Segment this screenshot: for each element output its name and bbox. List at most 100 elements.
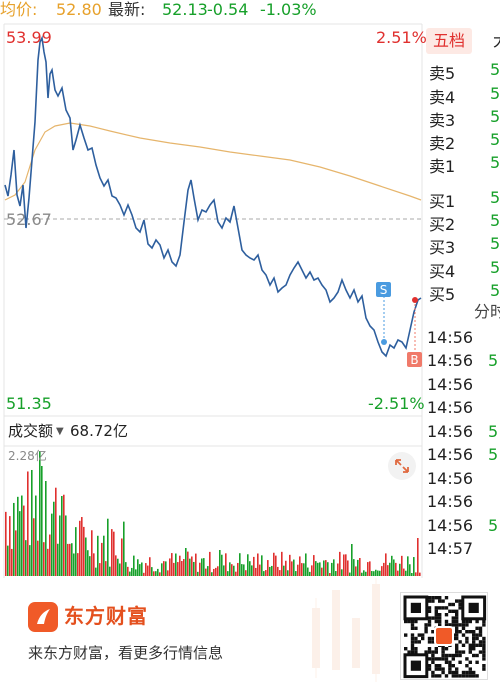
- volume-bar: [131, 567, 133, 576]
- volume-bar: [259, 564, 261, 576]
- tick-value-8: 5: [488, 516, 499, 535]
- volume-bar: [233, 565, 235, 576]
- pct-low-label: -2.51%: [368, 394, 425, 413]
- volume-bar: [237, 562, 239, 576]
- volume-bar: [331, 562, 333, 576]
- volume-bar: [57, 543, 59, 576]
- volume-bar: [47, 548, 49, 576]
- volume-bar: [337, 563, 339, 576]
- volume-bar: [257, 553, 259, 576]
- volume-bar: [153, 571, 155, 576]
- volume-bar: [303, 563, 305, 576]
- volume-bar: [359, 558, 361, 576]
- volume-bar: [147, 565, 149, 576]
- volume-bar: [401, 555, 403, 576]
- tab-big-orders[interactable]: 大: [486, 28, 500, 54]
- volume-bar: [225, 553, 227, 576]
- expand-chart-button[interactable]: [388, 452, 416, 480]
- volume-bar: [87, 550, 89, 576]
- prev-close-label: 52.67: [6, 210, 52, 229]
- tick-time-3: 14:56: [427, 398, 474, 417]
- tick-value-5: 5: [488, 445, 499, 464]
- volume-bar: [199, 562, 201, 576]
- volume-bar: [291, 561, 293, 576]
- volume-dropdown-icon[interactable]: ▼: [56, 426, 64, 437]
- volume-bar: [263, 571, 265, 576]
- volume-bar: [95, 567, 97, 576]
- volume-bar: [163, 561, 165, 576]
- volume-bar: [129, 571, 131, 576]
- sell-marker-badge: [376, 282, 391, 297]
- volume-bar: [145, 563, 147, 576]
- volume-bar: [49, 534, 51, 576]
- order-book-value-9: 5: [490, 281, 500, 300]
- volume-label[interactable]: 成交额: [8, 422, 54, 440]
- volume-bar: [265, 570, 267, 576]
- volume-bar: [251, 565, 253, 576]
- volume-bar: [105, 561, 107, 576]
- volume-bar: [139, 564, 141, 576]
- volume-bar: [53, 501, 55, 576]
- volume-bar: [119, 563, 121, 576]
- tick-value-4: 5: [488, 422, 499, 441]
- volume-bar: [269, 566, 271, 576]
- volume-bar: [67, 543, 69, 576]
- tick-time-7: 14:56: [427, 492, 474, 511]
- volume-bar: [15, 530, 17, 576]
- volume-bar: [353, 559, 355, 576]
- volume-bar: [369, 561, 371, 576]
- volume-bar: [125, 562, 127, 576]
- volume-bar: [301, 563, 303, 576]
- volume-bar: [347, 560, 349, 576]
- ticks-header[interactable]: 分时: [474, 302, 500, 321]
- volume-bar: [413, 557, 415, 576]
- volume-bar: [355, 566, 357, 576]
- volume-bar: [345, 554, 347, 576]
- volume-bar: [223, 565, 225, 576]
- volume-bar: [183, 559, 185, 576]
- tick-value-1: 5: [488, 351, 499, 370]
- price-low-label: 51.35: [6, 394, 52, 413]
- volume-bar: [159, 572, 161, 576]
- intraday-chart[interactable]: S B: [0, 0, 424, 578]
- order-book-label-1: 卖4: [429, 88, 456, 107]
- volume-bar: [283, 565, 285, 576]
- volume-bar: [375, 569, 377, 576]
- volume-bar: [149, 557, 151, 576]
- volume-bar: [9, 516, 11, 576]
- order-book-value-1: 5: [490, 84, 500, 103]
- volume-bar: [415, 572, 417, 576]
- volume-bar: [89, 556, 91, 576]
- volume-bar: [319, 562, 321, 576]
- volume-bar: [99, 563, 101, 576]
- volume-bar: [343, 554, 345, 576]
- buy-marker-badge: [407, 352, 422, 367]
- tick-time-0: 14:56: [427, 328, 474, 347]
- volume-bar: [411, 572, 413, 576]
- volume-bar: [325, 560, 327, 576]
- volume-bar: [339, 551, 341, 576]
- volume-bar: [75, 527, 77, 576]
- brand-logo-icon: [37, 609, 50, 624]
- expand-icon[interactable]: [388, 452, 416, 480]
- volume-bar: [5, 511, 7, 576]
- order-book-value-3: 5: [490, 130, 500, 149]
- volume-bar: [77, 553, 79, 576]
- volume-bar: [311, 565, 313, 576]
- volume-bar: [357, 559, 359, 576]
- volume-bar: [289, 554, 291, 576]
- order-book-label-7: 买3: [429, 238, 456, 257]
- volume-bar: [211, 572, 213, 576]
- latest-price-label: 最新:: [108, 0, 146, 19]
- volume-bar: [155, 571, 157, 576]
- volume-bar: [79, 520, 81, 576]
- tab-five-levels[interactable]: 五档: [426, 28, 472, 54]
- volume-bar: [381, 566, 383, 576]
- volume-bar: [187, 551, 189, 576]
- tick-time-6: 14:56: [427, 469, 474, 488]
- volume-bar: [313, 555, 315, 576]
- volume-bar: [27, 471, 29, 576]
- volume-max-label: 2.28亿: [8, 449, 47, 463]
- volume-bar: [141, 562, 143, 576]
- volume-bar: [203, 558, 205, 576]
